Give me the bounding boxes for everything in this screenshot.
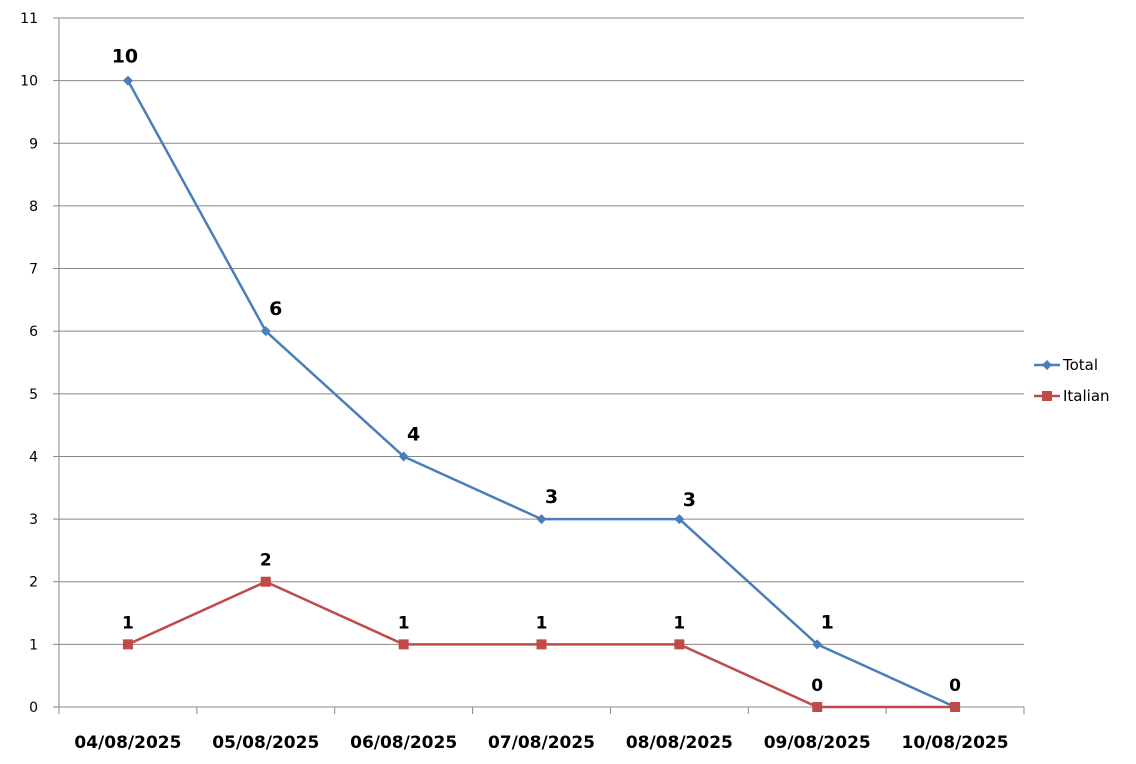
x-tick-label: 09/08/2025: [764, 733, 871, 753]
marker-diamond: [260, 326, 271, 337]
x-tick-label: 10/08/2025: [902, 733, 1009, 753]
data-label: 2: [260, 551, 272, 571]
marker-square: [950, 702, 961, 712]
y-axis-ticks: 0 1 2 3 4 5 6 7 8 9 10 11: [20, 11, 38, 716]
data-label: 1: [398, 613, 410, 633]
y-tick-label: 8: [29, 199, 38, 215]
data-label: 4: [407, 423, 420, 445]
y-tick-label: 0: [29, 700, 38, 716]
legend-label: Total: [1062, 356, 1098, 374]
marker-square: [536, 639, 547, 650]
marker-diamond: [674, 514, 685, 525]
y-tick-label: 2: [29, 575, 38, 591]
marker-square: [260, 576, 271, 587]
y-tick-label: 3: [29, 512, 38, 528]
marker-square: [812, 702, 823, 712]
data-label: 1: [536, 613, 548, 633]
x-tick-label: 04/08/2025: [74, 733, 181, 753]
marker-diamond: [536, 514, 547, 525]
legend-label: Italian: [1063, 387, 1110, 405]
gridlines: [59, 17, 1024, 645]
data-label: 0: [949, 676, 961, 696]
y-tick-label: 9: [29, 136, 38, 152]
marker-diamond: [812, 639, 823, 650]
legend-marker-square: [1042, 391, 1052, 401]
data-label: 0: [811, 676, 823, 696]
data-label: 3: [683, 489, 696, 511]
data-label: 10: [112, 46, 138, 68]
x-tick-label: 05/08/2025: [212, 733, 319, 753]
y-tick-label: 10: [20, 74, 38, 90]
data-label: 1: [673, 613, 685, 633]
series-group: [122, 75, 961, 712]
data-label: 1: [122, 613, 134, 633]
y-tick-label: 7: [29, 262, 38, 278]
legend-marker-diamond: [1042, 360, 1052, 370]
data-label: 1: [821, 611, 834, 633]
x-tick-label: 08/08/2025: [626, 733, 733, 753]
y-tick-label: 5: [29, 387, 38, 403]
y-tick-label: 1: [29, 637, 38, 653]
data-label: 3: [545, 486, 558, 508]
x-tick-label: 06/08/2025: [350, 733, 457, 753]
axes: [53, 17, 1025, 714]
x-tick-label: 07/08/2025: [488, 733, 595, 753]
y-tick-label: 4: [29, 449, 38, 465]
marker-diamond: [398, 451, 409, 462]
y-tick-label: 11: [20, 11, 38, 27]
data-label: 6: [269, 298, 282, 320]
y-tick-label: 6: [29, 324, 38, 340]
marker-diamond: [122, 75, 133, 86]
marker-square: [398, 639, 409, 650]
marker-square: [122, 639, 133, 650]
legend: Total Italian: [1034, 356, 1110, 405]
x-axis-ticks: 04/08/2025 05/08/2025 06/08/2025 07/08/2025…: [74, 733, 1008, 753]
marker-square: [674, 639, 685, 650]
